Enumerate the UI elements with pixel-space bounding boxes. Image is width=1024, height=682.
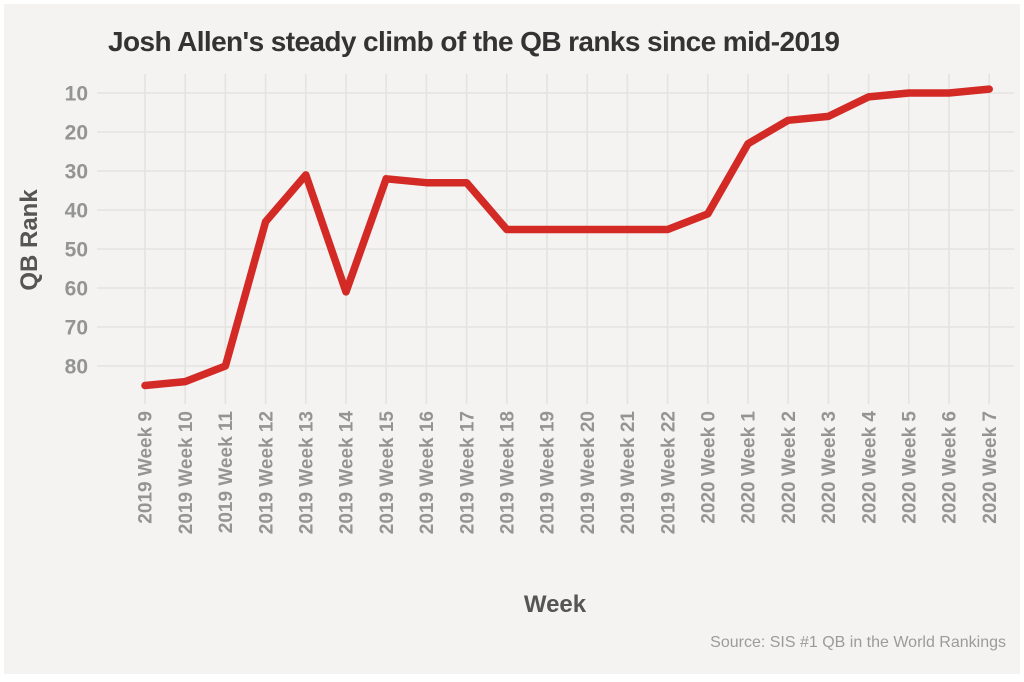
x-tick-label: 2019 Week 20	[578, 411, 599, 534]
x-tick-label: 2019 Week 14	[337, 411, 358, 535]
x-tick-label: 2019 Week 21	[618, 411, 639, 535]
x-tick-label: 2020 Week 5	[899, 411, 920, 524]
y-tick-label: 20	[65, 121, 88, 144]
x-tick-label: 2019 Week 15	[377, 411, 398, 535]
gridlines	[97, 74, 1014, 404]
x-tick-label: 2019 Week 13	[296, 411, 317, 534]
x-tick-label: 2020 Week 7	[980, 411, 1001, 524]
rank-line	[141, 85, 993, 390]
x-tick-label: 2019 Week 17	[457, 411, 478, 534]
x-tick-label: 2019 Week 18	[497, 411, 518, 534]
source-note: Source: SIS #1 QB in the World Rankings	[710, 634, 1006, 651]
chart-panel: Josh Allen's steady climb of the QB rank…	[4, 4, 1020, 674]
y-tick-label: 60	[65, 277, 88, 300]
y-tick-label: 50	[65, 238, 88, 261]
x-tick-label: 2020 Week 2	[779, 411, 800, 524]
x-tick-label: 2020 Week 3	[819, 411, 840, 524]
x-tick-label: 2019 Week 11	[216, 411, 237, 534]
x-tick-label: 2020 Week 6	[940, 411, 961, 524]
x-tick-label: 2019 Week 19	[538, 411, 559, 534]
x-tick-label: 2020 Week 4	[859, 411, 880, 524]
x-tick-label: 2020 Week 1	[739, 411, 760, 524]
x-tick-label: 2019 Week 9	[136, 411, 157, 524]
x-tick-label: 2019 Week 12	[256, 411, 277, 534]
y-tick-label: 70	[65, 316, 88, 339]
y-tick-label: 80	[65, 355, 88, 378]
x-axis-title: Week	[523, 591, 587, 618]
y-tick-label: 30	[65, 160, 88, 183]
y-axis-title: QB Rank	[16, 189, 43, 291]
line-chart: 10 20 30 40 50 60 70 80 2019 Week 9 2019 Week 10 2…	[65, 74, 1014, 535]
x-tick-label: 2019 Week 22	[658, 411, 679, 534]
chart-title: Josh Allen's steady climb of the QB rank…	[108, 26, 840, 57]
x-tick-label: 2019 Week 16	[417, 411, 438, 534]
x-tick-label: 2019 Week 10	[176, 411, 197, 534]
y-tick-label: 10	[65, 82, 88, 105]
x-tick-label: 2020 Week 0	[698, 411, 719, 524]
y-tick-label: 40	[65, 199, 88, 222]
